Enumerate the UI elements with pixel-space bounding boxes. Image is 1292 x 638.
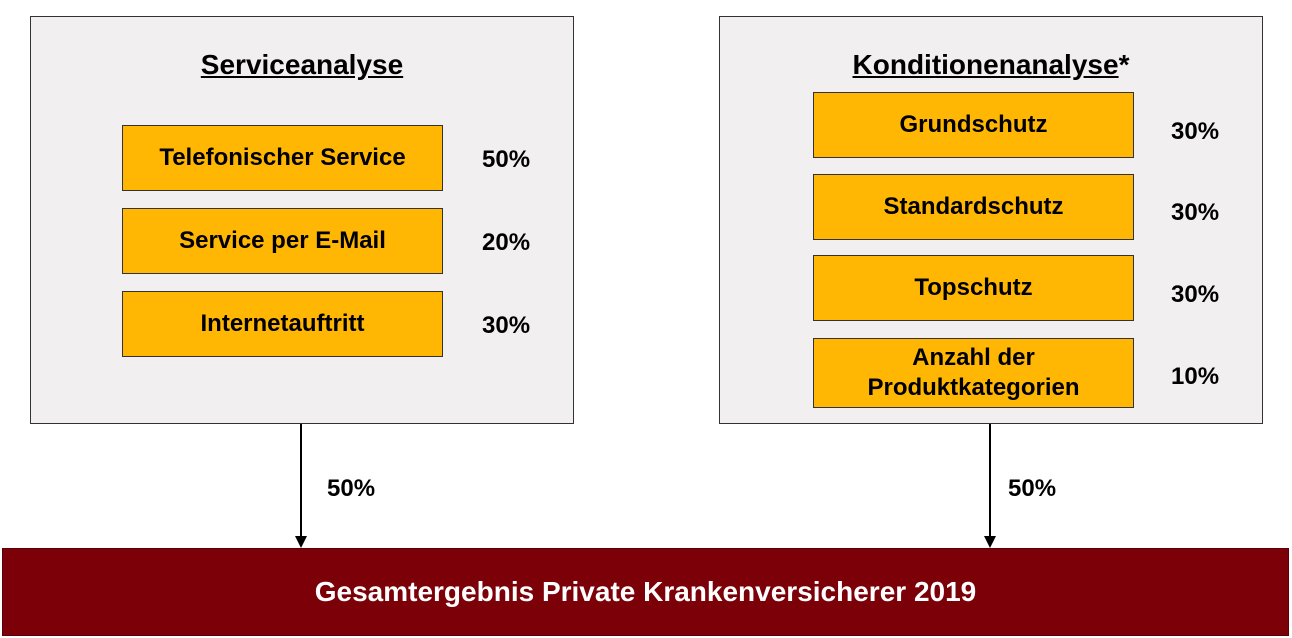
konditionen-analysis-title: Konditionenanalyse* xyxy=(720,49,1262,81)
konditionen-item-standardschutz: Standardschutz xyxy=(813,174,1134,240)
service-item-weight: 50% xyxy=(482,146,531,173)
service-arrow-head xyxy=(295,536,307,548)
service-item-label: Service per E-Mail xyxy=(179,227,386,254)
overall-result-bar: Gesamtergebnis Private Krankenversichere… xyxy=(2,548,1289,636)
service-item-weight: 20% xyxy=(482,229,531,256)
konditionen-item-weight: 30% xyxy=(1171,281,1220,308)
konditionen-item-topschutz: Topschutz xyxy=(813,255,1134,321)
service-item-weight: 30% xyxy=(482,312,531,339)
overall-result-label: Gesamtergebnis Private Krankenversichere… xyxy=(314,576,977,607)
konditionen-item-weight: 30% xyxy=(1171,118,1220,145)
konditionen-arrow-line xyxy=(989,424,991,536)
konditionen-item-label: Anzahl der Produktkategorien xyxy=(867,344,1080,401)
konditionen-overall-weight: 50% xyxy=(1008,475,1057,502)
konditionen-item-produktkategorien: Anzahl der Produktkategorien xyxy=(813,338,1134,408)
konditionen-item-label: Grundschutz xyxy=(899,111,1048,138)
konditionen-item-weight: 10% xyxy=(1171,363,1220,390)
konditionen-item-label: Topschutz xyxy=(914,274,1033,301)
konditionen-item-grundschutz: Grundschutz xyxy=(813,92,1134,158)
service-item-email: Service per E-Mail xyxy=(122,208,443,274)
konditionen-title-asterisk: * xyxy=(1118,49,1130,80)
konditionen-analysis-title-text: Konditionenanalyse xyxy=(852,49,1119,80)
service-item-internet: Internetauftritt xyxy=(122,291,443,357)
service-analysis-title: Serviceanalyse xyxy=(31,49,573,81)
service-item-label: Telefonischer Service xyxy=(159,144,406,171)
service-item-label: Internetauftritt xyxy=(200,310,365,337)
service-overall-weight: 50% xyxy=(327,475,376,502)
konditionen-arrow-head xyxy=(984,536,996,548)
service-item-telefonisch: Telefonischer Service xyxy=(122,125,443,191)
konditionen-item-label: Standardschutz xyxy=(883,193,1064,220)
service-arrow-line xyxy=(300,424,302,536)
konditionen-item-weight: 30% xyxy=(1171,199,1220,226)
service-analysis-title-text: Serviceanalyse xyxy=(200,49,404,80)
